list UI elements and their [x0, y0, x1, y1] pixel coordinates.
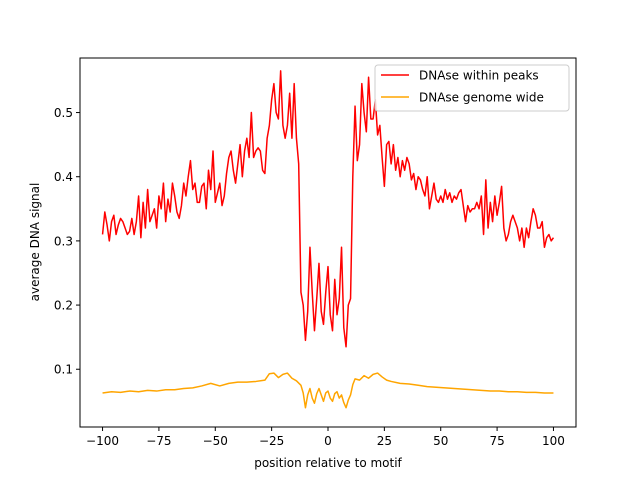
y-tick-label: 0.3 — [54, 234, 73, 248]
series-line-within-peaks — [101, 70, 555, 348]
x-axis: −100 −75 −50 −25 0 25 50 75 100 — [86, 427, 565, 448]
legend-label-within-peaks: DNAse within peaks — [419, 69, 539, 83]
y-tick-label: 0.4 — [54, 170, 73, 184]
x-tick-label: −75 — [146, 434, 171, 448]
y-tick-label: 0.5 — [54, 106, 73, 120]
series-layer — [101, 70, 555, 409]
x-tick-label: −50 — [203, 434, 228, 448]
axes-frame — [79, 57, 577, 428]
x-tick-label: 50 — [433, 434, 448, 448]
y-axis: 0.1 0.2 0.3 0.4 0.5 — [54, 106, 80, 377]
legend: DNAse within peaks DNAse genome wide — [374, 64, 570, 112]
x-tick-label: −25 — [259, 434, 284, 448]
x-tick-label: −100 — [86, 434, 119, 448]
y-axis-label: average DNA signal — [28, 183, 42, 302]
x-tick-label: 75 — [489, 434, 504, 448]
series-line-genome-wide — [102, 372, 554, 409]
y-tick-label: 0.2 — [54, 299, 73, 313]
x-tick-label: 25 — [377, 434, 392, 448]
y-tick-label: 0.1 — [54, 363, 73, 377]
x-tick-label: 0 — [324, 434, 332, 448]
x-tick-label: 100 — [542, 434, 565, 448]
legend-box — [374, 64, 570, 112]
legend-label-genome-wide: DNAse genome wide — [419, 91, 544, 105]
x-axis-label: position relative to motif — [254, 456, 402, 470]
plot-area — [79, 57, 577, 428]
